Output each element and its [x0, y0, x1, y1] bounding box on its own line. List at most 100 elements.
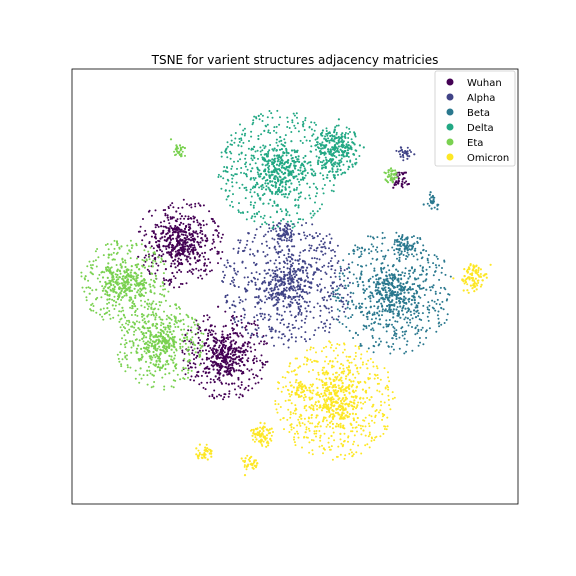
scatter-point [169, 251, 172, 254]
scatter-point [299, 308, 302, 311]
scatter-point [250, 217, 253, 220]
scatter-point [255, 357, 258, 360]
scatter-point [373, 377, 376, 380]
scatter-point [188, 353, 191, 356]
scatter-point [115, 279, 118, 282]
scatter-point [176, 373, 179, 376]
scatter-point [278, 330, 281, 333]
scatter-point [400, 286, 403, 289]
scatter-point [329, 298, 332, 301]
scatter-point [252, 361, 255, 365]
scatter-point [208, 210, 211, 213]
scatter-point [343, 269, 346, 272]
scatter-point [116, 353, 119, 356]
scatter-point [360, 344, 363, 347]
scatter-point [334, 411, 338, 414]
scatter-point [264, 255, 267, 258]
scatter-point [162, 277, 165, 280]
scatter-point [308, 233, 311, 236]
scatter-point [417, 277, 420, 280]
scatter-point [197, 336, 200, 339]
scatter-point [156, 366, 159, 369]
scatter-point [159, 304, 161, 307]
scatter-point [182, 241, 185, 244]
scatter-point [231, 351, 234, 354]
scatter-point [206, 318, 209, 321]
scatter-point [122, 326, 125, 328]
scatter-point [121, 275, 124, 278]
scatter-point [289, 179, 292, 182]
scatter-point [197, 371, 200, 373]
scatter-point [276, 160, 279, 163]
scatter-point [418, 318, 421, 321]
scatter-point [328, 141, 331, 144]
scatter-point [395, 171, 398, 174]
scatter-point [410, 314, 413, 316]
scatter-point [121, 323, 124, 326]
scatter-point [154, 260, 157, 263]
scatter-point [388, 294, 391, 297]
scatter-point [162, 229, 165, 232]
scatter-point [426, 202, 429, 205]
scatter-point [220, 155, 223, 158]
scatter-point [335, 136, 338, 140]
scatter-point [239, 332, 242, 335]
scatter-point [310, 216, 313, 219]
scatter-point [282, 270, 285, 274]
scatter-point [360, 250, 363, 253]
scatter-point [240, 137, 243, 140]
scatter-point [297, 206, 300, 209]
scatter-point [184, 225, 188, 228]
scatter-point [233, 358, 236, 361]
scatter-point [130, 265, 133, 268]
scatter-point [395, 308, 398, 311]
scatter-point [134, 369, 137, 372]
scatter-point [365, 288, 368, 290]
scatter-point [411, 236, 413, 239]
scatter-point [250, 148, 253, 151]
scatter-point [261, 163, 264, 166]
scatter-point [189, 362, 192, 365]
scatter-point [308, 405, 311, 409]
scatter-point [217, 262, 219, 265]
scatter-point [277, 186, 281, 189]
scatter-point [256, 183, 259, 186]
scatter-point [395, 297, 398, 301]
scatter-point [195, 230, 198, 233]
scatter-point [335, 299, 338, 302]
scatter-point [133, 323, 136, 326]
scatter-point [186, 271, 189, 273]
scatter-point [227, 367, 230, 370]
scatter-point [147, 346, 150, 349]
scatter-point [376, 307, 379, 310]
scatter-point [154, 334, 157, 337]
scatter-point [185, 203, 188, 206]
scatter-point [321, 147, 324, 150]
scatter-point [169, 216, 172, 219]
scatter-point [139, 225, 142, 228]
scatter-point [315, 192, 318, 195]
scatter-point [406, 340, 409, 343]
scatter-point [263, 313, 266, 316]
scatter-point [329, 158, 332, 161]
scatter-point [270, 184, 273, 187]
scatter-point [253, 236, 256, 239]
scatter-point [312, 210, 314, 213]
scatter-point [320, 321, 323, 323]
scatter-point [296, 158, 299, 161]
scatter-point [332, 287, 334, 290]
scatter-point [132, 344, 135, 347]
scatter-point [289, 260, 292, 263]
scatter-point [381, 310, 384, 313]
scatter-point [201, 230, 203, 233]
scatter-point [253, 156, 256, 159]
scatter-point [179, 217, 182, 220]
scatter-point [255, 374, 258, 377]
scatter-point [340, 376, 343, 379]
scatter-point [225, 370, 228, 373]
scatter-point [407, 253, 410, 256]
scatter-point [140, 275, 143, 278]
scatter-point [283, 335, 286, 338]
scatter-point [371, 275, 374, 278]
scatter-point [373, 311, 376, 314]
